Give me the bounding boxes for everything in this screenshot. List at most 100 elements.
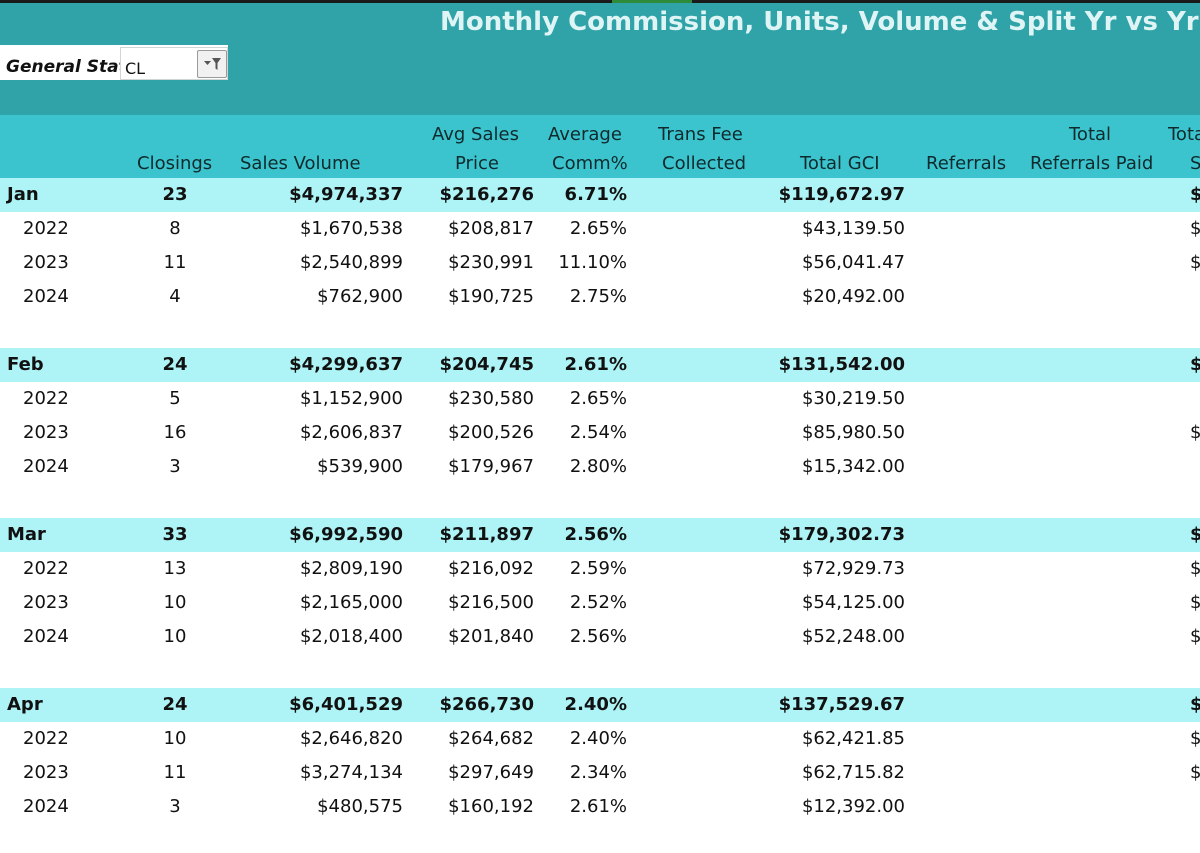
cell-total-gci[interactable]: $15,342.00 (801, 456, 905, 477)
cell-volume[interactable]: $2,165,000 (299, 592, 403, 613)
cell-avg-price[interactable]: $216,276 (439, 184, 534, 205)
cell-closings[interactable]: 3 (169, 796, 181, 817)
cell-truncated[interactable]: $ (1190, 184, 1200, 205)
cell-avg-price[interactable]: $179,967 (448, 456, 534, 477)
col-avg-comm-line1[interactable]: Average (548, 124, 622, 145)
cell-label[interactable]: 2024 (23, 626, 69, 647)
cell-volume[interactable]: $762,900 (317, 286, 403, 307)
cell-total-gci[interactable]: $62,421.85 (801, 728, 905, 749)
cell-closings[interactable]: 33 (162, 524, 188, 545)
col-closings[interactable]: Closings (137, 153, 213, 174)
cell-closings[interactable]: 8 (169, 218, 181, 239)
cell-closings[interactable]: 13 (163, 558, 187, 579)
cell-truncated[interactable]: $ (1190, 252, 1200, 273)
cell-total-gci[interactable]: $20,492.00 (801, 286, 905, 307)
cell-total-gci[interactable]: $54,125.00 (801, 592, 905, 613)
cell-closings[interactable]: 24 (162, 694, 188, 715)
cell-avg-comm[interactable]: 2.59% (569, 558, 627, 579)
cell-label[interactable]: 2022 (23, 558, 69, 579)
cell-total-gci[interactable]: $43,139.50 (801, 218, 905, 239)
cell-closings[interactable]: 11 (163, 252, 187, 273)
cell-avg-price[interactable]: $208,817 (448, 218, 534, 239)
cell-avg-price[interactable]: $160,192 (448, 796, 534, 817)
cell-closings[interactable]: 5 (169, 388, 181, 409)
cell-avg-comm[interactable]: 2.65% (569, 218, 627, 239)
month-summary-row[interactable]: Feb 24 $4,299,637 $204,745 2.61% $131,542.00 $ (0, 348, 1200, 382)
year-row[interactable]: 2023 10 $2,165,000 $216,500 2.52% $54,125.00 $ (0, 586, 1200, 620)
cell-label[interactable]: Mar (7, 524, 46, 545)
cell-closings[interactable]: 10 (163, 728, 187, 749)
cell-avg-price[interactable]: $230,991 (448, 252, 534, 273)
cell-avg-price[interactable]: $201,840 (448, 626, 534, 647)
cell-closings[interactable]: 23 (162, 184, 188, 205)
cell-volume[interactable]: $539,900 (317, 456, 403, 477)
year-row[interactable]: 2022 13 $2,809,190 $216,092 2.59% $72,929.73 $ (0, 552, 1200, 586)
cell-avg-comm[interactable]: 2.54% (569, 422, 627, 443)
col-referrals[interactable]: Referrals (926, 153, 1007, 174)
cell-total-gci[interactable]: $85,980.50 (801, 422, 905, 443)
year-row[interactable]: 2023 16 $2,606,837 $200,526 2.54% $85,980.50 $ (0, 416, 1200, 450)
cell-volume[interactable]: $3,274,134 (299, 762, 403, 783)
year-row[interactable]: 2022 10 $2,646,820 $264,682 2.40% $62,421.85 $ (0, 722, 1200, 756)
col-truncated-line2[interactable]: S (1190, 153, 1200, 174)
cell-avg-price[interactable]: $211,897 (439, 524, 534, 545)
cell-label[interactable]: 2022 (23, 728, 69, 749)
cell-volume[interactable]: $2,646,820 (299, 728, 403, 749)
cell-label[interactable]: 2024 (23, 286, 69, 307)
col-total-referrals-line1[interactable]: Total (1069, 124, 1112, 145)
cell-label[interactable]: 2023 (23, 762, 69, 783)
cell-avg-comm[interactable]: 2.65% (569, 388, 627, 409)
year-row[interactable]: 2024 10 $2,018,400 $201,840 2.56% $52,248.00 $ (0, 620, 1200, 654)
month-summary-row[interactable]: Apr 24 $6,401,529 $266,730 2.40% $137,529.67 $… (0, 688, 1200, 722)
year-row[interactable]: 2024 3 $539,900 $179,967 2.80% $15,342.00 (0, 450, 1200, 484)
cell-truncated[interactable] (1190, 790, 1200, 824)
cell-volume[interactable]: $2,809,190 (299, 558, 403, 579)
cell-volume[interactable]: $1,670,538 (299, 218, 403, 239)
cell-avg-comm[interactable]: 2.61% (564, 354, 627, 375)
cell-avg-price[interactable]: $190,725 (448, 286, 534, 307)
cell-closings[interactable]: 16 (163, 422, 187, 443)
cell-label[interactable]: 2024 (23, 456, 69, 477)
cell-avg-comm[interactable]: 2.56% (564, 524, 627, 545)
cell-total-gci[interactable]: $72,929.73 (801, 558, 905, 579)
cell-truncated[interactable]: $ (1190, 558, 1200, 579)
cell-label[interactable]: 2024 (23, 796, 69, 817)
cell-closings[interactable]: 10 (163, 626, 187, 647)
cell-volume[interactable]: $1,152,900 (299, 388, 403, 409)
filter-dropdown-button[interactable] (197, 50, 227, 78)
cell-label[interactable]: 2023 (23, 592, 69, 613)
cell-total-gci[interactable]: $12,392.00 (801, 796, 905, 817)
cell-avg-price[interactable]: $264,682 (448, 728, 534, 749)
cell-truncated[interactable]: $ (1190, 354, 1200, 375)
cell-label[interactable]: 2023 (23, 422, 69, 443)
cell-closings[interactable]: 11 (163, 762, 187, 783)
cell-volume[interactable]: $480,575 (317, 796, 403, 817)
col-avg-comm-line2[interactable]: Comm% (552, 153, 628, 174)
cell-volume[interactable]: $2,606,837 (299, 422, 403, 443)
cell-truncated[interactable]: $ (1190, 626, 1200, 647)
cell-label[interactable]: Feb (7, 354, 44, 375)
cell-truncated[interactable]: $1 (1190, 524, 1200, 545)
cell-truncated[interactable]: $ (1190, 728, 1200, 749)
cell-closings[interactable]: 3 (169, 456, 181, 477)
col-truncated-line1[interactable]: Tota (1168, 124, 1200, 145)
cell-label[interactable]: 2022 (23, 218, 69, 239)
cell-volume[interactable]: $6,992,590 (289, 524, 403, 545)
cell-truncated[interactable]: $ (1190, 218, 1200, 239)
cell-volume[interactable]: $6,401,529 (289, 694, 403, 715)
cell-total-gci[interactable]: $62,715.82 (801, 762, 905, 783)
cell-total-gci[interactable]: $137,529.67 (778, 694, 905, 715)
cell-closings[interactable]: 4 (169, 286, 181, 307)
cell-volume[interactable]: $2,540,899 (299, 252, 403, 273)
cell-total-gci[interactable]: $30,219.50 (801, 388, 905, 409)
cell-label[interactable]: Apr (7, 694, 43, 715)
col-trans-fee-line2[interactable]: Collected (662, 153, 747, 174)
cell-truncated[interactable]: $ (1190, 762, 1200, 783)
cell-total-gci[interactable]: $56,041.47 (801, 252, 905, 273)
cell-volume[interactable]: $4,974,337 (289, 184, 403, 205)
cell-truncated[interactable]: $ (1190, 592, 1200, 613)
col-trans-fee-line1[interactable]: Trans Fee (658, 124, 743, 145)
cell-avg-comm[interactable]: 2.52% (569, 592, 627, 613)
cell-avg-comm[interactable]: 6.71% (564, 184, 627, 205)
cell-closings[interactable]: 10 (163, 592, 187, 613)
